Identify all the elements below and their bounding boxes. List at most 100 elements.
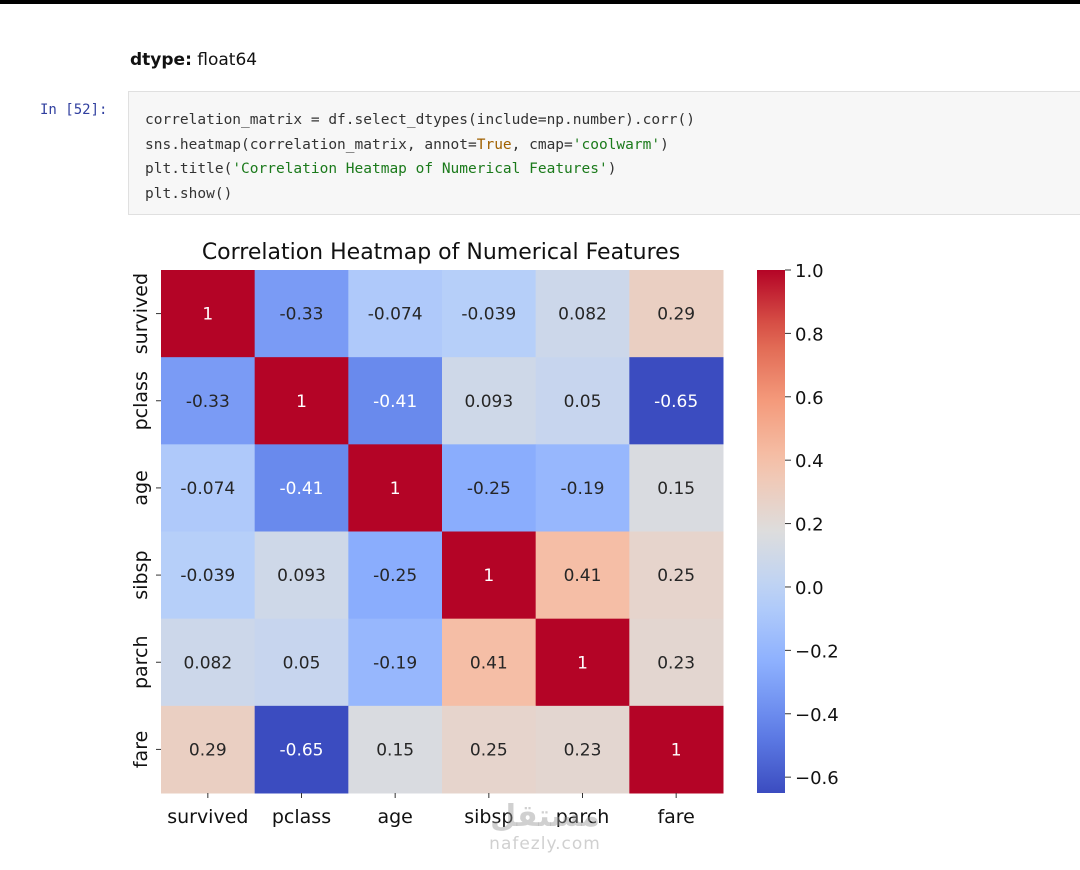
cell-annotation: 0.41 [564,566,602,586]
heatmap-cell [442,444,537,532]
cell-annotation: 0.29 [657,305,695,325]
heatmap-cell [442,357,537,445]
code-token: 'Correlation Heatmap of Numerical Featur… [232,161,608,177]
x-tick-label: fare [657,806,694,828]
cell-annotation: -0.41 [373,392,417,412]
colorbar-tick-label: 0.4 [795,451,824,472]
heatmap-cell [629,270,724,358]
cell-annotation: -0.19 [561,479,605,499]
heatmap-cell [161,444,256,532]
cell-annotation: 0.25 [657,566,695,586]
dtype-value: float64 [197,50,258,70]
cell-annotation: -0.33 [280,305,324,325]
heatmap-cell [442,705,537,794]
heatmap-cell [535,531,630,620]
cell-annotation: -0.65 [280,740,324,760]
cell-prompt: In [52]: [40,102,108,118]
colorbar-tick-label: 0.6 [795,388,824,409]
x-tick-label: parch [556,806,610,828]
heatmap-cell [629,705,724,794]
heatmap-cell [254,618,349,707]
cell-annotation: -0.25 [373,566,417,586]
heatmap-cell [348,705,443,794]
heatmap-cell [254,357,349,445]
code-token: sns.heatmap(correlation_matrix, annot= [145,136,477,153]
heatmap-cell [535,270,630,358]
code-token: correlation_matrix = df.select_dtypes(in… [145,112,695,128]
code-cell[interactable]: correlation_matrix = df.select_dtypes(in… [128,91,1080,215]
code-editor[interactable]: correlation_matrix = df.select_dtypes(in… [145,108,695,206]
code-token: plt.title( [145,161,233,177]
heatmap-cell [254,705,349,794]
colorbar-tick-label: 0.0 [795,578,824,599]
heatmap-cell [254,270,349,358]
cell-annotation: 0.05 [564,392,602,412]
x-tick-label: sibsp [464,806,513,828]
y-tick-label: survived [130,273,152,354]
x-tick-label: survived [167,806,248,828]
heatmap-cell [442,618,537,707]
cell-annotation: -0.074 [368,305,423,325]
heatmap-cell [629,357,724,445]
heatmap-cell [348,444,443,532]
cell-annotation: -0.41 [280,479,324,499]
code-token: True [476,136,512,153]
cell-annotation: 1 [296,392,307,412]
cell-annotation: 0.29 [189,740,227,760]
code-token: plt.show() [145,185,233,202]
cell-annotation: -0.33 [186,392,230,412]
cell-annotation: 1 [577,653,588,673]
heatmap-cell [629,444,724,532]
heatmap-cell [161,618,256,707]
cell-annotation: -0.039 [180,566,235,586]
cell-annotation: 0.41 [470,653,508,673]
code-token: , cmap= [511,136,573,153]
colorbar-tick-label: 0.8 [795,324,824,345]
heatmap-cell [161,357,256,445]
y-tick-label: sibsp [130,550,152,599]
cell-annotation: 1 [483,566,494,586]
colorbar-tick-label: −0.2 [795,641,839,662]
code-line: sns.heatmap(correlation_matrix, annot=Tr… [145,137,669,153]
cell-annotation: 0.093 [277,566,326,586]
code-token: 'coolwarm' [572,136,661,153]
code-line: plt.title('Correlation Heatmap of Numeri… [145,161,616,177]
y-tick-label: age [130,470,152,505]
code-token: ) [607,161,617,177]
cell-annotation: -0.074 [180,479,235,499]
heatmap-cell [535,705,630,794]
output-dtype-line: dtype: float64 [130,50,257,70]
cell-annotation: 0.082 [183,653,232,673]
heatmap-cell [629,618,724,707]
colorbar-tick-label: −0.4 [795,705,839,726]
cell-annotation: -0.19 [373,653,417,673]
cell-annotation: 0.23 [657,653,695,673]
cell-annotation: 0.05 [283,653,321,673]
dtype-label: dtype: [130,50,192,70]
heatmap-cell [254,531,349,620]
colorbar-tick-label: 0.2 [795,515,824,536]
colorbar: 1.0 0.8 0.6 0.4 0.2 0.0 −0.2 −0.4 −0.6 [757,261,839,793]
heatmap-cell [161,705,256,794]
cell-annotation: 0.093 [464,392,513,412]
y-tick-label: parch [130,635,152,689]
colorbar-tick-label: 1.0 [795,261,824,282]
code-line: plt.show() [145,186,232,202]
heatmap-cell [254,444,349,532]
x-tick-label: pclass [272,806,331,828]
heatmap-cell [442,531,537,620]
cell-annotation: 0.15 [376,740,414,760]
heatmap-cell [348,618,443,707]
heatmap-cell [442,270,537,358]
y-tick-label: pclass [130,371,152,430]
cell-annotation: -0.25 [467,479,511,499]
cell-annotation: 1 [390,479,401,499]
code-token: ) [660,136,669,153]
heatmap-cell [535,618,630,707]
heatmap-cell [161,531,256,620]
cell-annotation: 0.15 [657,479,695,499]
heatmap-cells: 1 -0.33 -0.074 -0.039 0.082 0.29 -0.33 1 -0.41 0.… [161,270,724,794]
chart-title: Correlation Heatmap of Numerical Feature… [202,240,680,265]
code-line: correlation_matrix = df.select_dtypes(in… [145,112,695,128]
colorbar-gradient [757,270,785,793]
